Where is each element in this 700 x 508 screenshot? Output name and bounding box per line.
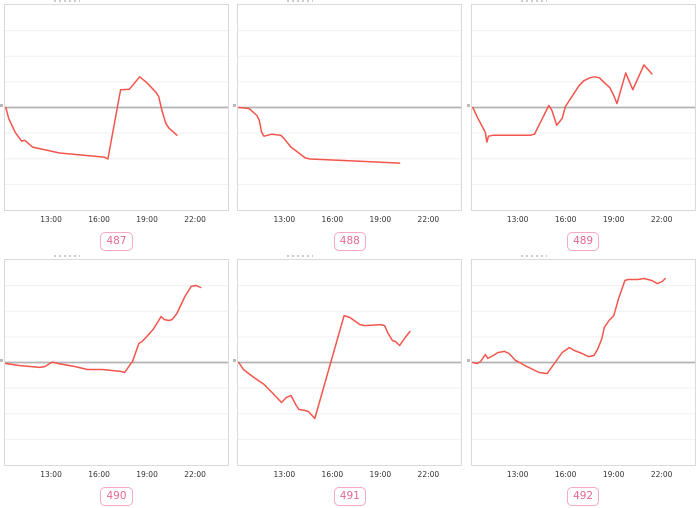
plot-wrap: 13:00 16:00 19:00 22:00 487 — [0, 4, 229, 251]
x-axis: 13:00 16:00 19:00 22:00 — [471, 466, 696, 482]
price-line — [5, 76, 178, 160]
x-tick-label: 13:00 — [273, 215, 296, 224]
chart-cell: 13:00 16:00 19:00 22:00 492 — [466, 254, 700, 508]
clipped-chart-title — [520, 255, 547, 257]
x-axis: 13:00 16:00 19:00 22:00 — [237, 466, 462, 482]
plot-wrap: 13:00 16:00 19:00 22:00 488 — [233, 4, 463, 251]
title-strip — [0, 254, 233, 259]
line-chart-svg — [5, 284, 228, 440]
price-line — [238, 314, 411, 420]
line-chart-svg — [471, 277, 695, 440]
title-strip — [0, 0, 233, 4]
plot-wrap: 13:00 16:00 19:00 22:00 489 — [466, 4, 696, 251]
price-line — [5, 284, 202, 374]
x-tick-label: 22:00 — [650, 215, 673, 224]
x-tick-label: 13:00 — [40, 470, 62, 479]
plot-wrap: 13:00 16:00 19:00 22:00 491 — [233, 259, 463, 506]
chart-id-badge[interactable]: 491 — [333, 487, 366, 506]
x-tick-label: 16:00 — [321, 215, 344, 224]
clipped-chart-title — [54, 0, 80, 2]
x-tick-label: 16:00 — [88, 215, 110, 224]
title-strip — [233, 254, 466, 259]
line-chart-svg — [471, 30, 695, 185]
x-tick-label: 16:00 — [321, 470, 344, 479]
clipped-y-axis-label — [233, 104, 237, 107]
clipped-y-axis-label — [466, 104, 470, 107]
chart-plot-area — [237, 259, 463, 466]
chart-plot-area — [4, 259, 229, 466]
title-strip — [233, 0, 466, 4]
x-tick-label: 19:00 — [369, 470, 392, 479]
chart-id-badge[interactable]: 489 — [567, 232, 600, 251]
clipped-chart-title — [54, 255, 80, 257]
x-tick-label: 13:00 — [273, 470, 296, 479]
chart-cell: 13:00 16:00 19:00 22:00 487 — [0, 0, 233, 254]
line-chart-svg — [238, 30, 462, 185]
x-axis: 13:00 16:00 19:00 22:00 — [471, 211, 696, 227]
badge-row: 487 — [4, 229, 229, 251]
plot-wrap: 13:00 16:00 19:00 22:00 490 — [0, 259, 229, 506]
price-line — [471, 277, 666, 375]
x-tick-label: 22:00 — [650, 470, 673, 479]
clipped-chart-title — [287, 0, 314, 2]
clipped-chart-title — [287, 255, 314, 257]
x-tick-label: 22:00 — [417, 215, 440, 224]
badge-row: 490 — [4, 484, 229, 506]
x-tick-label: 19:00 — [602, 215, 625, 224]
x-axis: 13:00 16:00 19:00 22:00 — [4, 466, 229, 482]
price-line — [238, 106, 401, 164]
chart-id-badge[interactable]: 490 — [100, 487, 133, 506]
plot-wrap: 13:00 16:00 19:00 22:00 492 — [466, 259, 696, 506]
chart-cell: 13:00 16:00 19:00 22:00 489 — [466, 0, 700, 254]
clipped-y-axis-label — [466, 359, 470, 362]
x-tick-label: 19:00 — [136, 470, 158, 479]
x-tick-label: 22:00 — [184, 215, 206, 224]
line-chart-svg — [238, 285, 462, 440]
chart-id-badge[interactable]: 492 — [567, 487, 600, 506]
badge-row: 492 — [471, 484, 696, 506]
chart-id-badge[interactable]: 487 — [100, 232, 133, 251]
title-strip — [467, 254, 700, 259]
title-strip — [467, 0, 700, 4]
clipped-chart-title — [520, 0, 547, 2]
clipped-y-axis-label — [0, 104, 3, 107]
x-tick-label: 19:00 — [136, 215, 158, 224]
x-tick-label: 16:00 — [554, 470, 577, 479]
clipped-y-axis-label — [0, 359, 3, 362]
x-tick-label: 19:00 — [602, 470, 625, 479]
x-tick-label: 16:00 — [554, 215, 577, 224]
x-tick-label: 16:00 — [88, 470, 110, 479]
x-tick-label: 22:00 — [184, 470, 206, 479]
x-tick-label: 19:00 — [369, 215, 392, 224]
x-tick-label: 13:00 — [40, 215, 62, 224]
chart-id-badge[interactable]: 488 — [333, 232, 366, 251]
clipped-y-axis-label — [233, 359, 237, 362]
chart-cell: 13:00 16:00 19:00 22:00 490 — [0, 254, 233, 508]
chart-plot-area — [4, 4, 229, 211]
x-axis: 13:00 16:00 19:00 22:00 — [4, 211, 229, 227]
chart-plot-area — [470, 259, 696, 466]
chart-plot-area — [470, 4, 696, 211]
price-line — [471, 64, 653, 143]
badge-row: 488 — [237, 229, 462, 251]
line-chart-svg — [5, 30, 228, 185]
chart-cell: 13:00 16:00 19:00 22:00 491 — [233, 254, 466, 508]
badge-row: 489 — [471, 229, 696, 251]
chart-cell: 13:00 16:00 19:00 22:00 488 — [233, 0, 466, 254]
chart-plot-area — [237, 4, 463, 211]
badge-row: 491 — [237, 484, 462, 506]
x-tick-label: 22:00 — [417, 470, 440, 479]
x-tick-label: 13:00 — [506, 470, 529, 479]
x-tick-label: 13:00 — [506, 215, 529, 224]
x-axis: 13:00 16:00 19:00 22:00 — [237, 211, 462, 227]
